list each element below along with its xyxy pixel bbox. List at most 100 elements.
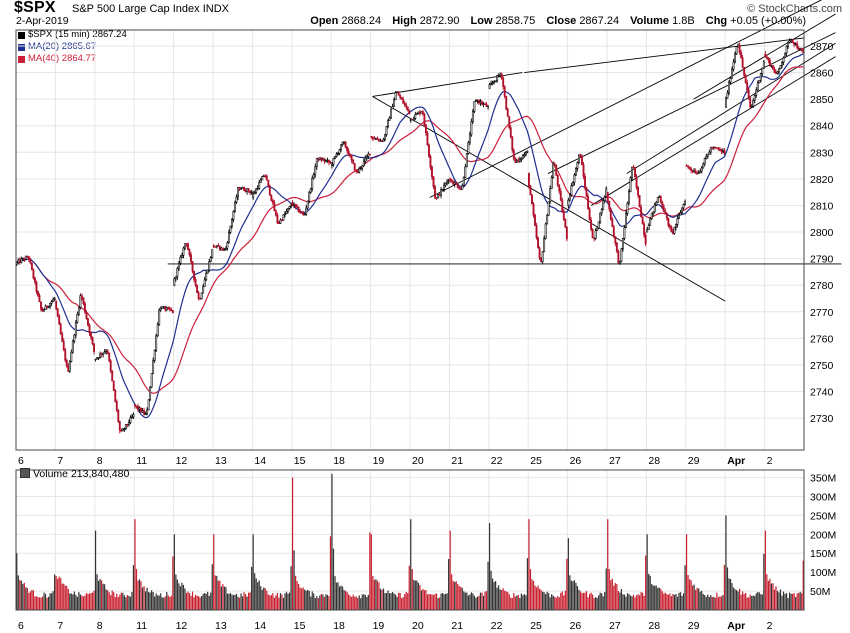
price-tick-label: 2820 bbox=[810, 174, 834, 186]
price-candle-body bbox=[130, 416, 133, 419]
volume-bar bbox=[616, 584, 618, 610]
volume-bar bbox=[307, 589, 309, 610]
price-candle-body bbox=[305, 207, 308, 215]
volume-bar bbox=[220, 586, 222, 610]
volume-bar bbox=[73, 591, 75, 610]
date-tick-label: 14 bbox=[254, 620, 266, 632]
volume-bar bbox=[154, 596, 156, 610]
date-tick-label: 15 bbox=[294, 455, 306, 467]
price-candle-body bbox=[779, 65, 782, 70]
date-tick-label: 29 bbox=[688, 455, 700, 467]
price-candle-body bbox=[27, 256, 30, 260]
price-candle-body bbox=[432, 176, 435, 187]
price-candle-body bbox=[220, 247, 223, 251]
price-candle-body bbox=[403, 102, 406, 106]
price-candle-body bbox=[121, 428, 124, 432]
price-candle-body bbox=[264, 175, 267, 177]
price-tick-label: 2830 bbox=[810, 147, 834, 159]
price-candle-body bbox=[37, 291, 39, 296]
price-candle-body bbox=[211, 249, 214, 258]
price-candle-body bbox=[667, 217, 670, 226]
price-candle-body bbox=[738, 44, 741, 53]
price-candle-body bbox=[553, 163, 556, 166]
price-candle-body bbox=[521, 155, 524, 159]
price-candle-body bbox=[546, 215, 549, 225]
volume-bar bbox=[722, 595, 724, 610]
price-candle-body bbox=[538, 247, 541, 259]
volume-bar bbox=[704, 595, 706, 610]
volume-bar bbox=[714, 597, 716, 610]
price-candle-body bbox=[88, 324, 91, 334]
volume-bar bbox=[373, 579, 375, 610]
volume-bar bbox=[522, 595, 524, 610]
price-candle-body bbox=[409, 118, 412, 121]
volume-bar bbox=[237, 596, 239, 610]
date-tick-label: 27 bbox=[609, 620, 621, 632]
trendline bbox=[429, 0, 823, 198]
volume-bar bbox=[634, 597, 636, 610]
volume-bar bbox=[692, 585, 694, 610]
volume-bar bbox=[391, 591, 394, 610]
price-candle-body bbox=[711, 146, 714, 149]
volume-bar bbox=[745, 592, 747, 610]
volume-tick-label: 100M bbox=[810, 567, 836, 579]
volume-bar bbox=[684, 565, 686, 610]
price-candle-body bbox=[438, 194, 441, 196]
volume-bar bbox=[217, 580, 219, 610]
volume-bar bbox=[225, 587, 227, 610]
price-candle-body bbox=[706, 153, 709, 157]
price-candle-body bbox=[203, 279, 206, 287]
price-candle-body bbox=[799, 48, 802, 51]
volume-bar bbox=[143, 586, 145, 610]
price-candle-body bbox=[352, 159, 355, 164]
price-candle-body bbox=[676, 217, 679, 225]
volume-bar bbox=[167, 595, 169, 610]
volume-bar bbox=[214, 575, 216, 610]
price-candle-body bbox=[190, 254, 192, 262]
volume-bar bbox=[802, 560, 804, 610]
price-candle-body bbox=[770, 65, 773, 67]
price-candle-body bbox=[71, 340, 74, 353]
volume-bar bbox=[729, 579, 732, 610]
price-candle-body bbox=[38, 295, 41, 303]
volume-bar bbox=[99, 578, 101, 610]
legend-swatch-ma20 bbox=[18, 43, 25, 51]
date-tick-label: 8 bbox=[97, 455, 103, 467]
date-tick-label: 6 bbox=[18, 455, 24, 467]
price-candle-body bbox=[571, 182, 574, 187]
price-candle-body bbox=[637, 186, 640, 196]
volume-bar bbox=[752, 595, 754, 610]
volume-bar bbox=[693, 584, 695, 610]
volume-swatch bbox=[20, 468, 30, 478]
price-candle-body bbox=[115, 401, 118, 411]
volume-bar bbox=[110, 595, 112, 610]
price-candle-body bbox=[132, 414, 135, 418]
price-candle-body bbox=[118, 421, 121, 431]
price-candle-body bbox=[388, 117, 391, 121]
volume-bar bbox=[658, 587, 660, 610]
price-candle-body bbox=[335, 153, 338, 157]
price-candle-body bbox=[671, 231, 674, 234]
price-candle-body bbox=[646, 229, 649, 233]
volume-bar bbox=[316, 596, 318, 610]
volume-bar bbox=[643, 595, 645, 610]
price-candle-body bbox=[315, 157, 318, 167]
price-candle-body bbox=[503, 86, 506, 97]
volume-bar bbox=[716, 592, 718, 610]
volume-bar bbox=[755, 593, 757, 610]
volume-bar bbox=[608, 569, 610, 610]
volume-bar bbox=[381, 589, 383, 610]
volume-bar bbox=[79, 594, 82, 610]
price-candle-body bbox=[638, 195, 641, 208]
volume-bar bbox=[623, 594, 626, 610]
volume-bar bbox=[285, 591, 288, 610]
volume-bar bbox=[451, 574, 453, 610]
price-candle-body bbox=[340, 144, 342, 150]
volume-bar bbox=[335, 582, 338, 610]
price-candle-body bbox=[737, 44, 740, 47]
price-candle-body bbox=[428, 144, 430, 157]
volume-bar bbox=[772, 583, 774, 610]
volume-bar bbox=[470, 592, 472, 610]
price-candle-body bbox=[714, 146, 717, 149]
volume-bar bbox=[575, 582, 577, 610]
